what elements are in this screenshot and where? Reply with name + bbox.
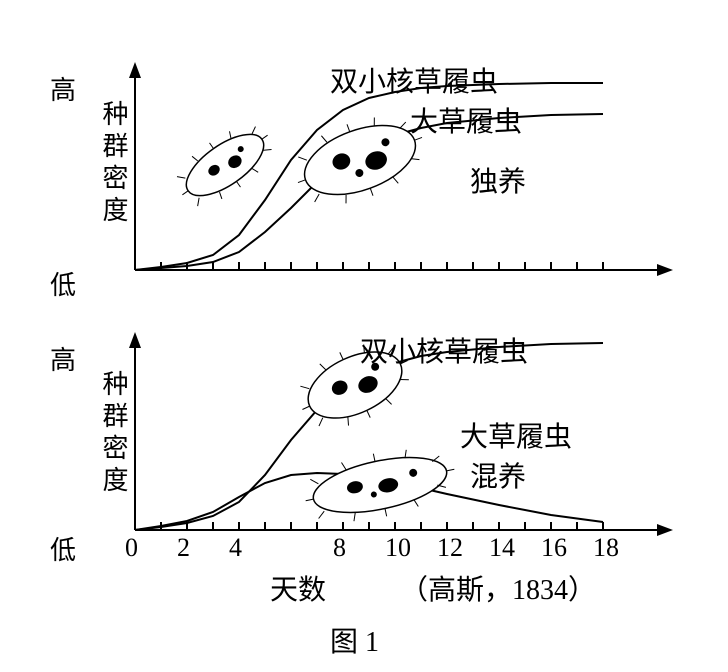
x-tick-label: 16 bbox=[541, 533, 567, 563]
figure-container: 高 种群密度 低 bbox=[0, 0, 728, 672]
x-tick-label: 4 bbox=[229, 533, 242, 563]
condition-label-bottom: 混养 bbox=[470, 455, 526, 495]
y-arrow bbox=[129, 332, 141, 348]
series-label-bottom-1: 大草履虫 bbox=[460, 415, 572, 455]
paramecium-large-bottom bbox=[299, 438, 461, 532]
x-tick-label: 14 bbox=[489, 533, 515, 563]
x-tick-label: 0 bbox=[125, 533, 138, 563]
x-tick-labels: 0 2 4 8 10 12 14 16 18 bbox=[50, 533, 690, 563]
condition-label-top: 独养 bbox=[470, 160, 526, 200]
series-label-bottom-0: 双小核草履虫 bbox=[360, 330, 528, 370]
x-tick-label: 10 bbox=[385, 533, 411, 563]
panel-separate: 高 种群密度 低 bbox=[50, 70, 690, 310]
x-axis-label: 天数 bbox=[270, 568, 326, 608]
series-label-top-1: 大草履虫 bbox=[410, 100, 522, 140]
figure-caption: 图 1 bbox=[330, 620, 379, 660]
y-axis-label: 种群密度 bbox=[95, 370, 132, 498]
chart-top-svg bbox=[50, 70, 690, 310]
x-tick-label: 18 bbox=[593, 533, 619, 563]
x-tick-label: 2 bbox=[177, 533, 190, 563]
paramecium-small-top bbox=[167, 113, 283, 217]
series-label-top-0: 双小核草履虫 bbox=[330, 60, 498, 100]
y-arrow bbox=[129, 62, 141, 78]
source-label: （高斯，1834） bbox=[400, 568, 596, 608]
panel-mixed: 高 种群密度 低 bbox=[50, 330, 690, 570]
y-low-label: 低 bbox=[50, 265, 76, 302]
x-tick-label: 12 bbox=[437, 533, 463, 563]
ticks-bottom bbox=[135, 522, 603, 530]
y-high-label: 高 bbox=[50, 70, 76, 107]
y-axis-label: 种群密度 bbox=[95, 100, 132, 228]
y-high-label: 高 bbox=[50, 340, 76, 377]
x-arrow bbox=[657, 264, 673, 276]
x-tick-label: 8 bbox=[333, 533, 346, 563]
